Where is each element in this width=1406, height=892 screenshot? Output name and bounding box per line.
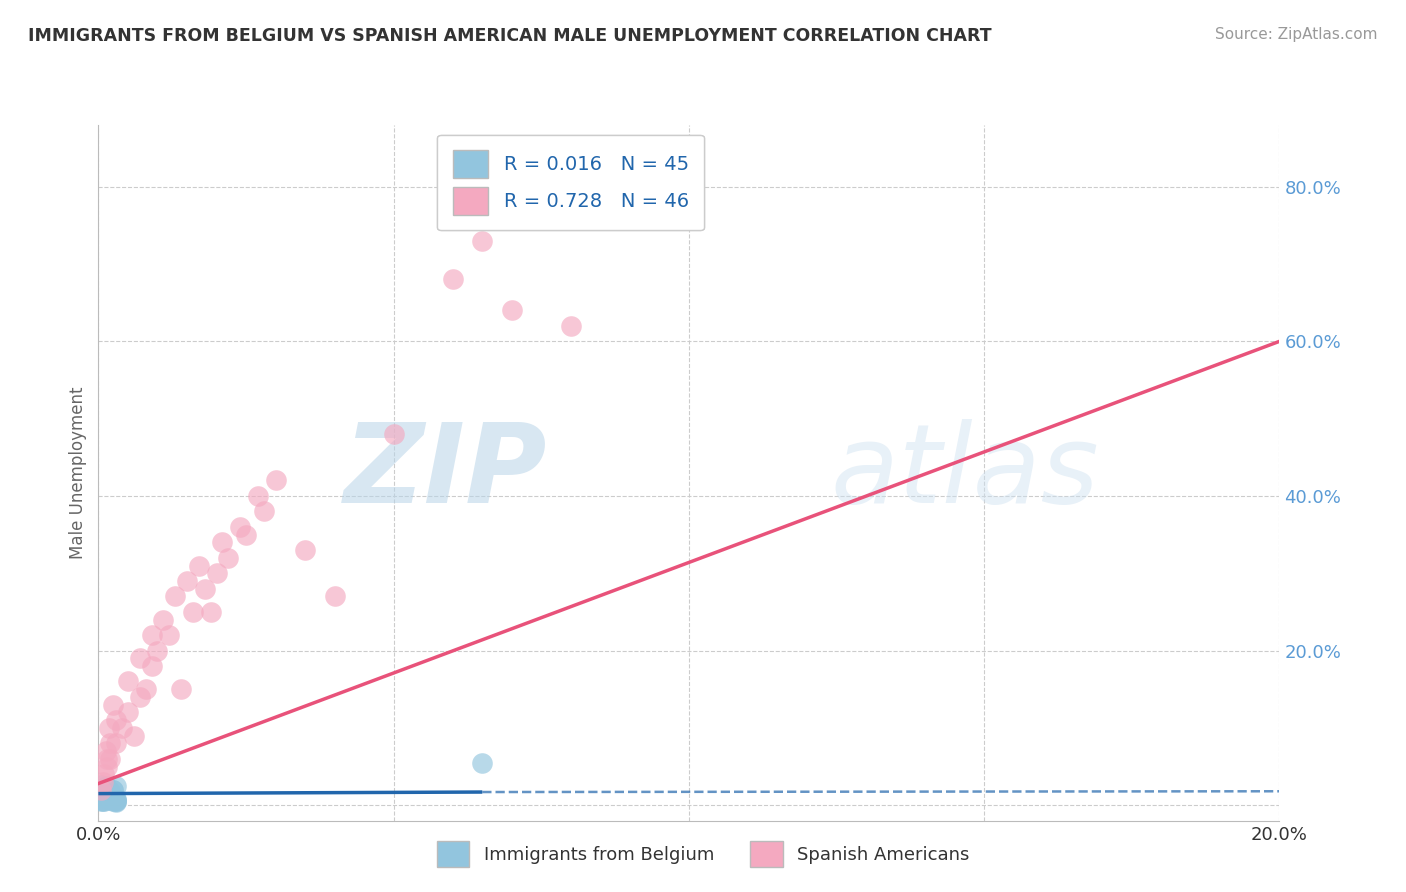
- Point: [200, 605, 222, 619]
- Point: [146, 643, 169, 657]
- Point: [170, 682, 193, 697]
- Point: [91, 775, 114, 789]
- Point: [253, 504, 276, 518]
- Point: [229, 520, 252, 534]
- Point: [441, 272, 464, 286]
- Point: [264, 474, 287, 488]
- Point: [98, 790, 121, 805]
- Point: [90, 784, 112, 798]
- Point: [96, 782, 118, 797]
- Point: [93, 767, 115, 781]
- Point: [94, 779, 117, 793]
- Point: [96, 791, 118, 805]
- Point: [93, 789, 115, 803]
- Point: [111, 721, 134, 735]
- Point: [93, 784, 115, 798]
- Point: [98, 788, 121, 802]
- Point: [98, 721, 121, 735]
- Y-axis label: Male Unemployment: Male Unemployment: [69, 386, 87, 559]
- Point: [93, 781, 115, 796]
- Point: [128, 690, 150, 704]
- Point: [194, 582, 217, 596]
- Legend: R = 0.016   N = 45, R = 0.728   N = 46: R = 0.016 N = 45, R = 0.728 N = 46: [437, 135, 704, 230]
- Point: [93, 791, 115, 805]
- Point: [96, 759, 118, 773]
- Point: [91, 794, 114, 808]
- Point: [235, 527, 257, 541]
- Point: [93, 782, 115, 797]
- Point: [105, 793, 128, 807]
- Point: [98, 787, 121, 801]
- Point: [96, 788, 118, 802]
- Point: [98, 784, 121, 798]
- Point: [105, 792, 128, 806]
- Point: [90, 790, 112, 805]
- Point: [90, 789, 112, 804]
- Point: [105, 794, 128, 808]
- Point: [90, 794, 112, 808]
- Point: [157, 628, 180, 642]
- Point: [176, 574, 198, 588]
- Point: [152, 613, 174, 627]
- Point: [90, 778, 112, 792]
- Point: [98, 792, 121, 806]
- Point: [128, 651, 150, 665]
- Text: IMMIGRANTS FROM BELGIUM VS SPANISH AMERICAN MALE UNEMPLOYMENT CORRELATION CHART: IMMIGRANTS FROM BELGIUM VS SPANISH AMERI…: [28, 27, 991, 45]
- Text: atlas: atlas: [831, 419, 1099, 526]
- Point: [105, 713, 128, 727]
- Point: [187, 558, 209, 573]
- Point: [141, 628, 163, 642]
- Point: [117, 706, 139, 720]
- Point: [246, 489, 269, 503]
- Point: [91, 781, 114, 796]
- Point: [94, 780, 117, 795]
- Point: [560, 318, 582, 333]
- Point: [98, 789, 121, 804]
- Point: [105, 779, 128, 793]
- Point: [103, 792, 125, 806]
- Point: [103, 782, 125, 797]
- Text: ZIP: ZIP: [343, 419, 547, 526]
- Point: [103, 698, 125, 712]
- Point: [205, 566, 228, 581]
- Point: [98, 736, 121, 750]
- Point: [93, 781, 115, 796]
- Text: Source: ZipAtlas.com: Source: ZipAtlas.com: [1215, 27, 1378, 42]
- Point: [96, 752, 118, 766]
- Point: [98, 787, 121, 801]
- Point: [165, 590, 187, 604]
- Point: [98, 786, 121, 800]
- Point: [135, 682, 157, 697]
- Point: [105, 793, 128, 807]
- Point: [93, 794, 115, 808]
- Point: [471, 234, 494, 248]
- Point: [217, 550, 239, 565]
- Point: [323, 590, 346, 604]
- Point: [471, 756, 494, 770]
- Point: [105, 795, 128, 809]
- Point: [211, 535, 233, 549]
- Point: [294, 543, 316, 558]
- Point: [94, 786, 117, 800]
- Point: [117, 674, 139, 689]
- Point: [141, 659, 163, 673]
- Point: [103, 792, 125, 806]
- Point: [105, 736, 128, 750]
- Point: [98, 793, 121, 807]
- Point: [91, 789, 114, 803]
- Point: [98, 752, 121, 766]
- Point: [91, 793, 114, 807]
- Point: [96, 785, 118, 799]
- Point: [90, 782, 112, 797]
- Point: [382, 427, 405, 442]
- Point: [122, 729, 145, 743]
- Point: [501, 303, 523, 318]
- Point: [181, 605, 204, 619]
- Legend: Immigrants from Belgium, Spanish Americans: Immigrants from Belgium, Spanish America…: [429, 834, 977, 874]
- Point: [103, 793, 125, 807]
- Point: [98, 788, 121, 802]
- Point: [94, 744, 117, 758]
- Point: [103, 783, 125, 797]
